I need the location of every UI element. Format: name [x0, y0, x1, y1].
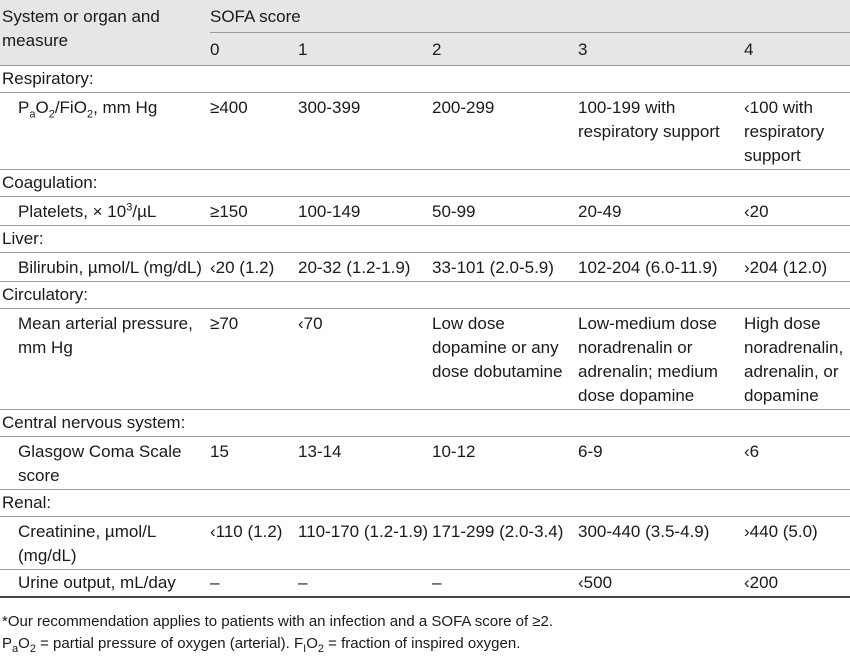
measure-column-header: System or organ and measure [2, 7, 160, 50]
table-cell: 20-49 [578, 196, 744, 226]
table-cell: 13-14 [298, 436, 432, 490]
table-row-gcs: Glasgow Coma Scale score 15 13-14 10-12 … [0, 436, 850, 490]
table-cell: 200-299 [432, 92, 578, 170]
table-row-bilirubin: Bilirubin, µmol/L (mg/dL) ‹20 (1.2) 20-3… [0, 252, 850, 282]
table-cell: ‹20 (1.2) [210, 252, 298, 282]
measure-label: Platelets, × 103/µL [0, 196, 210, 226]
table-cell: – [432, 569, 578, 598]
score-header-3: 3 [578, 40, 588, 59]
table-cell: 20-32 (1.2-1.9) [298, 252, 432, 282]
table-row-creatinine: Creatinine, µmol/L (mg/dL) ‹110 (1.2) 11… [0, 516, 850, 570]
measure-label: Glasgow Coma Scale score [0, 436, 210, 490]
table-cell: ›440 (5.0) [744, 516, 850, 570]
table-cell: 110-170 (1.2-1.9) [298, 516, 432, 570]
table-cell: 171-299 (2.0-3.4) [432, 516, 578, 570]
measure-label: Bilirubin, µmol/L (mg/dL) [0, 252, 210, 282]
table-cell: 300-399 [298, 92, 432, 170]
table-row-map: Mean arterial pressure, mm Hg ≥70 ‹70 Lo… [0, 308, 850, 410]
table-cell: Low dose dopamine or any dose dobutamine [432, 308, 578, 410]
header-row-1: System or organ and measure SOFA score [0, 0, 850, 50]
category-label: Liver: [0, 225, 850, 253]
table-cell: ≥70 [210, 308, 298, 410]
table-cell: – [298, 569, 432, 598]
table-cell: High dose noradrenalin, adrenalin, or do… [744, 308, 850, 410]
footnote-recommendation: *Our recommendation applies to patients … [2, 613, 554, 630]
category-row-coagulation: Coagulation: [0, 169, 850, 197]
measure-label: PaO2/FiO2, mm Hg [0, 92, 210, 170]
table-cell: Low-medium dose noradrenalin or adrenali… [578, 308, 744, 410]
category-row-circulatory: Circulatory: [0, 281, 850, 309]
category-label: Coagulation: [0, 169, 850, 197]
table-cell: 102-204 (6.0-11.9) [578, 252, 744, 282]
measure-label: Mean arterial pressure, mm Hg [0, 308, 210, 410]
table-cell: ›204 (12.0) [744, 252, 850, 282]
table-cell: 100-199 with respiratory support [578, 92, 744, 170]
table-cell: ‹6 [744, 436, 850, 490]
table-cell: 15 [210, 436, 298, 490]
table-cell: ‹20 [744, 196, 850, 226]
category-label: Circulatory: [0, 281, 850, 309]
table-cell: ‹200 [744, 569, 850, 598]
score-header-2: 2 [432, 40, 442, 59]
table-row-platelets: Platelets, × 103/µL ≥150 100-149 50-99 2… [0, 196, 850, 226]
table-cell: 50-99 [432, 196, 578, 226]
category-row-renal: Renal: [0, 489, 850, 517]
measure-label: Urine output, mL/day [0, 569, 210, 598]
table-cell: 10-12 [432, 436, 578, 490]
table-cell: ‹110 (1.2) [210, 516, 298, 570]
category-row-cns: Central nervous system: [0, 409, 850, 437]
table-row-urine-output: Urine output, mL/day – – – ‹500 ‹200 [0, 569, 850, 598]
sofa-table: System or organ and measure SOFA score 0… [0, 0, 850, 598]
table-cell: ‹70 [298, 308, 432, 410]
category-row-respiratory: Respiratory: [0, 65, 850, 93]
table-cell: 33-101 (2.0-5.9) [432, 252, 578, 282]
footnote-abbreviations: PaO2 = partial pressure of oxygen (arter… [2, 635, 521, 655]
category-label: Renal: [0, 489, 850, 517]
table-cell: 300-440 (3.5-4.9) [578, 516, 744, 570]
table-cell: ‹500 [578, 569, 744, 598]
table-cell: ≥400 [210, 92, 298, 170]
score-header-1: 1 [298, 40, 308, 59]
table-cell: 6-9 [578, 436, 744, 490]
category-row-liver: Liver: [0, 225, 850, 253]
sofa-score-header: SOFA score [210, 0, 850, 33]
table-cell: 100-149 [298, 196, 432, 226]
table-cell: – [210, 569, 298, 598]
table-cell: ≥150 [210, 196, 298, 226]
table-cell: ‹100 with respiratory support [744, 92, 850, 170]
category-label: Respiratory: [0, 65, 850, 93]
table-row-pao2-fio2: PaO2/FiO2, mm Hg ≥400 300-399 200-299 10… [0, 92, 850, 170]
category-label: Central nervous system: [0, 409, 850, 437]
score-header-4: 4 [744, 40, 754, 59]
measure-label: Creatinine, µmol/L (mg/dL) [0, 516, 210, 570]
score-header-0: 0 [210, 40, 220, 59]
